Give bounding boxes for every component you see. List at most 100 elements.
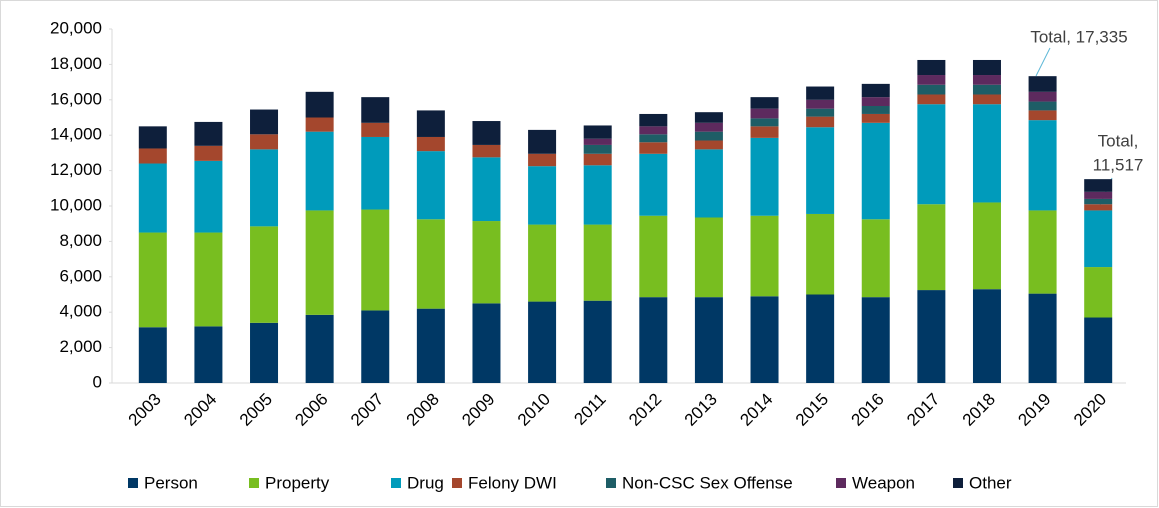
bar-segment	[416, 151, 445, 220]
bar-segment	[861, 297, 890, 383]
bar-segment	[416, 110, 445, 137]
bar-segment	[250, 134, 279, 150]
bar-segment	[806, 108, 835, 117]
bar-segment	[305, 91, 334, 118]
bar-segment	[583, 138, 612, 145]
bar-segment	[1084, 191, 1113, 199]
bar-segment	[528, 153, 557, 167]
bar-segment	[583, 125, 612, 139]
bar-segment	[639, 297, 668, 383]
legend-label: Drug	[407, 473, 444, 492]
bar-segment	[861, 105, 890, 114]
bar-segment	[806, 127, 835, 214]
bar-segment	[861, 113, 890, 123]
legend-label: Felony DWI	[468, 473, 557, 492]
bar-segment	[750, 97, 779, 109]
bar-segment	[305, 117, 334, 132]
legend-swatch	[249, 478, 259, 488]
bar-segment	[806, 99, 835, 109]
bar-segment	[1084, 210, 1113, 268]
bar-segment	[1084, 198, 1113, 205]
bar-segment	[806, 294, 835, 383]
bar-segment	[1084, 317, 1113, 383]
y-tick-label: 10,000	[50, 195, 102, 214]
bar-segment	[1028, 110, 1057, 121]
bar-segment	[1028, 210, 1057, 294]
bar-segment	[972, 202, 1001, 290]
legend-swatch	[452, 478, 462, 488]
y-tick-label: 4,000	[59, 302, 102, 321]
bar-segment	[694, 131, 723, 141]
annotation: 11,517	[1093, 155, 1144, 174]
legend-swatch	[391, 478, 401, 488]
bar-segment	[1028, 91, 1057, 102]
bar-segment	[361, 136, 390, 210]
legend-label: Property	[265, 473, 330, 492]
bar-segment	[694, 112, 723, 123]
bar-segment	[194, 326, 223, 383]
bar-segment	[305, 314, 334, 383]
y-tick-label: 12,000	[50, 160, 102, 179]
bar-segment	[917, 290, 946, 383]
bar-segment	[861, 97, 890, 106]
bar-segment	[528, 224, 557, 302]
bar-segment	[917, 94, 946, 105]
bar-segment	[472, 303, 501, 383]
bar-segment	[416, 219, 445, 309]
bar-segment	[861, 122, 890, 220]
bar-segment	[250, 149, 279, 227]
bar-segment	[305, 210, 334, 315]
bar-segment	[972, 84, 1001, 95]
bar-segment	[750, 137, 779, 216]
y-tick-label: 14,000	[50, 125, 102, 144]
bar-segment	[750, 126, 779, 138]
y-tick-label: 20,000	[50, 18, 102, 37]
bar-segment	[361, 97, 390, 123]
bar-segment	[639, 215, 668, 298]
bar-segment	[1028, 293, 1057, 383]
y-tick-label: 8,000	[59, 231, 102, 250]
bar-segment	[972, 289, 1001, 383]
bar-segment	[639, 113, 668, 127]
legend-label: Non-CSC Sex Offense	[622, 473, 793, 492]
bar-segment	[917, 104, 946, 205]
bar-segment	[972, 75, 1001, 85]
bar-segment	[361, 122, 390, 137]
bar-segment	[750, 296, 779, 383]
bar-segment	[361, 310, 390, 383]
bar-segment	[472, 121, 501, 145]
y-tick-label: 6,000	[59, 266, 102, 285]
bar-segment	[639, 134, 668, 143]
bar-segment	[972, 104, 1001, 203]
legend-label: Other	[969, 473, 1012, 492]
bar-segment	[639, 142, 668, 154]
annotation: Total, 17,335	[1030, 27, 1127, 46]
bar-segment	[250, 322, 279, 383]
bar-segment	[917, 59, 946, 76]
bar-segment	[1028, 120, 1057, 211]
bar-segment	[583, 300, 612, 383]
bar-segment	[639, 126, 668, 135]
bar-segment	[694, 122, 723, 132]
legend-swatch	[953, 478, 963, 488]
bar-segment	[305, 131, 334, 211]
y-tick-label: 18,000	[50, 54, 102, 73]
y-tick-label: 0	[93, 372, 102, 391]
bar-segment	[639, 153, 668, 216]
bar-segment	[138, 327, 167, 383]
bar-segment	[1084, 267, 1113, 318]
bar-segment	[806, 116, 835, 128]
bar-segment	[250, 226, 279, 323]
bar-segment	[1084, 179, 1113, 192]
bar-segment	[194, 145, 223, 161]
bar-segment	[472, 221, 501, 304]
bar-segment	[806, 86, 835, 100]
bar-segment	[472, 157, 501, 222]
bar-segment	[1084, 204, 1113, 211]
bar-segment	[416, 308, 445, 383]
bar-segment	[416, 136, 445, 152]
bar-segment	[250, 109, 279, 135]
legend-label: Weapon	[852, 473, 915, 492]
